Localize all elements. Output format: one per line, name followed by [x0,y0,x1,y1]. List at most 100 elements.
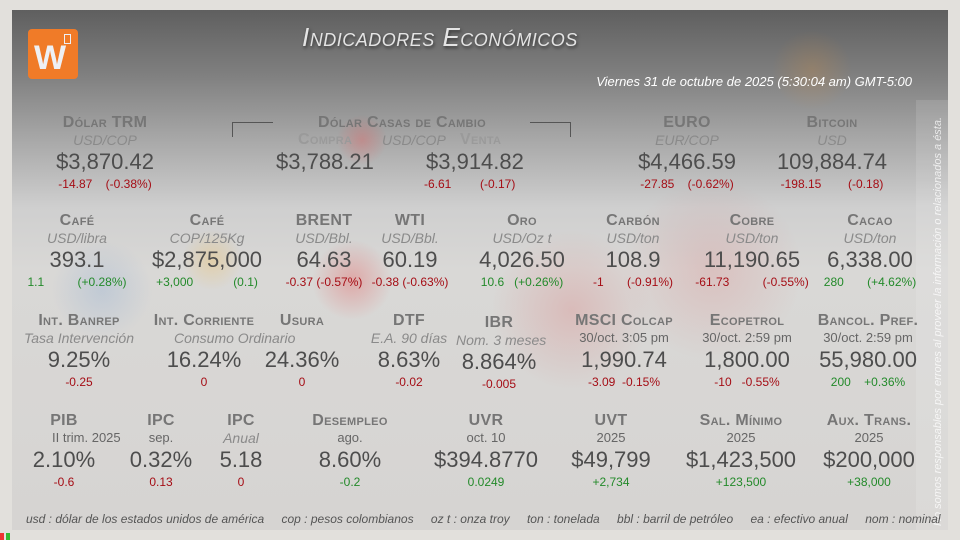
indicator-change: 200 +0.36% [830,375,906,389]
compra-value: $3,788.21 [276,149,374,174]
indicator-change: -0.25 [65,375,93,389]
indicator-title: Bancol. Pref. [817,312,919,329]
indicator-value: 108.9 [605,247,661,272]
indicator-value: $49,799 [571,447,651,472]
indicator-change: -0.6 [53,475,75,489]
indicator-title: Int. Banrep [38,312,120,329]
indicator-uvr: UVR oct. 10 $394.8770 0.0249 [426,412,546,490]
indicator-unit: USD/COP [382,132,446,148]
indicator-title: Dólar Casas de Cambio [318,114,486,131]
status-marker-red [0,533,4,540]
indicator-ecopetrol: Ecopetrol 30/oct. 2:59 pm 1,800.00 -10 -… [692,312,802,390]
indicator-ibr: IBR Nom. 3 meses 8.864% -0.005 [456,314,546,392]
indicator-subtitle: 30/oct. 2:59 pm [823,330,913,345]
indicator-change: -0.005 [481,377,517,391]
indicator-value: 6,338.00 [827,247,913,272]
indicator-value: 16.24% [166,347,242,372]
indicator-title: PIB [50,412,78,429]
indicator-usura: Usura 24.36% 0 [262,312,342,390]
indicator-value: 0.32% [129,447,193,472]
indicator-change: -10 -0.55% [714,375,780,389]
indicator-bancol-pref: Bancol. Pref. 30/oct. 2:59 pm 55,980.00 … [808,312,928,390]
indicator-euro: EURO EUR/COP $4,466.59 -27.85 (-0.62%) [622,114,752,192]
indicator-title: Usura [279,312,325,329]
legend-nom: nom : nominal [865,512,941,526]
page-title: Indicadores Económicos [302,22,578,52]
indicator-change: -27.85 (-0.62%) [640,177,734,191]
indicator-subtitle: ago. [337,430,363,445]
indicator-change: -0.37 (-0.57%) [285,275,363,289]
indicator-value: $3,870.42 [56,149,154,174]
indicator-value: 24.36% [264,347,340,372]
indicator-wti: WTI USD/Bbl. 60.19 -0.38 (-0.63%) [370,212,450,290]
compra-label: Compra [298,131,353,148]
legend-ton: ton : tonelada [526,512,600,526]
indicator-value: 2.10% [32,447,96,472]
indicator-title: IBR [484,314,514,331]
legend-usd: usd : dólar de los estados unidos de amé… [26,512,265,526]
indicator-change: -0.02 [395,375,423,389]
indicator-unit: USD/ton [843,230,897,246]
indicator-title: Dólar TRM [62,114,148,131]
legend-ozt: oz t : onza troy [430,512,510,526]
indicator-subtitle: 30/oct. 2:59 pm [702,330,792,345]
indicator-oro: Oro USD/Oz t 4,026.50 10.6 (+0.26%) [470,212,574,290]
timestamp: Viernes 31 de octubre de 2025 (5:30:04 a… [596,74,912,89]
indicator-title: UVT [594,412,628,429]
indicator-title: Aux. Trans. [826,412,912,429]
indicator-int-corriente: Int. Corriente Consumo Ordinario 16.24% … [144,312,296,390]
indicator-value: 8.60% [318,447,382,472]
indicator-aux-transporte: Aux. Trans. 2025 $200,000 +38,000 [812,412,926,490]
indicator-dolar-trm: Dólar TRM USD/COP $3,870.42 -14.87 (-0.3… [40,114,170,192]
indicator-value: 55,980.00 [819,347,917,372]
indicator-title: Bitcoin [806,114,858,131]
indicator-change: -0.38 (-0.63%) [371,275,449,289]
indicator-value: $394.8770 [434,447,538,472]
brand-logo[interactable]: W [28,29,78,79]
indicator-value: $200,000 [823,447,915,472]
indicator-change: -0.2 [339,475,361,489]
indicator-desempleo: Desempleo ago. 8.60% -0.2 [302,412,398,490]
venta-label: Venta [460,131,502,148]
indicator-unit: USD/Oz t [492,230,552,246]
indicator-title: Cacao [847,212,893,229]
indicator-bitcoin: Bitcoin USD 109,884.74 -198.15 (-0.18) [762,114,902,192]
indicator-dolar-casas: Dólar Casas de Cambio Compra USD/COP Ven… [262,114,542,192]
indicator-title: Café [189,212,225,229]
indicator-cafe-usd: Café USD/libra 393.1 1.1 (+0.28%) [22,212,132,290]
legend-bbl: bbl : barril de petróleo [617,512,734,526]
legend-ea: ea : efectivo anual [750,512,848,526]
indicator-subtitle: 30/oct. 3:05 pm [579,330,669,345]
indicator-pib: PIB II trim. 2025 2.10% -0.6 [22,412,121,490]
indicator-subtitle [262,330,342,346]
indicator-value: $2,875,000 [151,247,263,272]
indicator-title: UVR [468,412,504,429]
indicator-title: MSCI Colcap [575,312,673,329]
indicator-value: 8.63% [377,347,441,372]
indicator-salario-minimo: Sal. Mínimo 2025 $1,423,500 +123,500 [676,412,806,490]
indicator-uvt: UVT 2025 $49,799 +2,734 [558,412,664,490]
disclaimer-strip [916,100,948,530]
indicator-value: 9.25% [47,347,111,372]
indicator-value: 1,800.00 [704,347,790,372]
candlestick-icon [64,34,71,44]
indicator-value: 109,884.74 [776,149,888,174]
indicator-value: 64.63 [296,247,352,272]
indicator-change: 0 [237,475,245,489]
indicator-value: 393.1 [49,247,105,272]
indicator-change: -3.09 -0.15% [587,375,661,389]
indicator-value: 1,990.74 [581,347,667,372]
indicator-change: 280 (+4.62%) [823,275,917,289]
indicator-title: WTI [394,212,426,229]
indicator-unit: USD/COP [73,132,137,148]
indicator-ipc-anual: IPC Anual 5.18 0 [208,412,274,490]
indicator-title: IPC [227,412,255,429]
indicator-subtitle: Consumo Ordinario [174,330,296,346]
indicator-change: -198.15 (-0.18) [780,177,884,191]
indicator-unit: COP/125Kg [169,230,245,246]
indicator-title: Cobre [729,212,775,229]
indicator-change: 0.0249 [467,475,505,489]
indicator-value: 5.18 [219,447,263,472]
indicator-change: +3,000 (0.1) [156,275,258,289]
venta-pct: (-0.17) [480,177,516,191]
